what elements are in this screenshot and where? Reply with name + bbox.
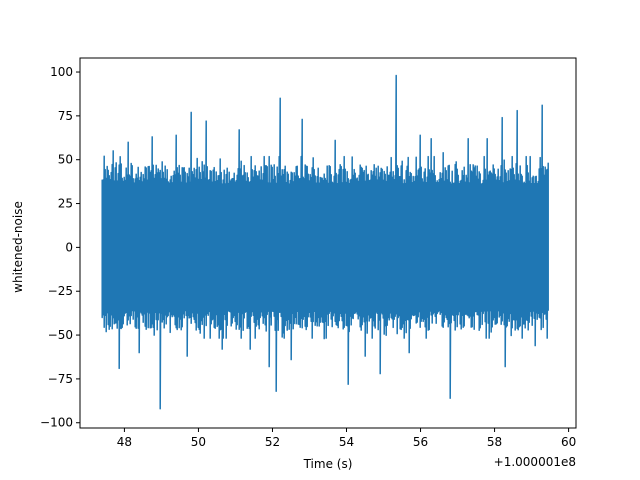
y-tick-label: 25 (58, 197, 73, 211)
x-tick-label: 48 (117, 435, 132, 449)
y-tick-label: −75 (48, 372, 73, 386)
series-line-layer (101, 74, 549, 410)
x-tick-label: 58 (487, 435, 502, 449)
x-axis-label: Time (s) (303, 457, 353, 471)
x-tick-label: 54 (339, 435, 354, 449)
plot-frame (79, 57, 577, 429)
x-tick-label: 60 (561, 435, 576, 449)
y-tick-label: −50 (48, 328, 73, 342)
y-axis-label: whitened-noise (11, 201, 25, 293)
x-tick-label: 50 (191, 435, 206, 449)
x-tick-label: 56 (413, 435, 428, 449)
y-tick-label: 0 (65, 240, 73, 254)
series-line-0 (101, 74, 549, 410)
x-offset-label: +1.000001e8 (494, 455, 576, 469)
y-tick-label: −25 (48, 284, 73, 298)
y-tick-label: 75 (58, 109, 73, 123)
axes: 48 50 52 54 56 58 60 −100 −75 −50 −25 0 25 50 75 100 (40, 57, 577, 449)
x-tick-label: 52 (265, 435, 280, 449)
y-tick-label: 100 (50, 65, 73, 79)
y-tick-label: 50 (58, 153, 73, 167)
y-tick-label: −100 (40, 416, 73, 430)
